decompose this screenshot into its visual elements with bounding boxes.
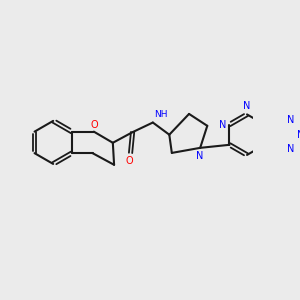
Text: N: N bbox=[286, 144, 294, 154]
Text: O: O bbox=[90, 120, 98, 130]
Text: N: N bbox=[243, 101, 251, 111]
Text: N: N bbox=[297, 130, 300, 140]
Text: N: N bbox=[196, 152, 204, 161]
Text: N: N bbox=[219, 120, 226, 130]
Text: N: N bbox=[286, 115, 294, 125]
Text: O: O bbox=[125, 156, 133, 166]
Text: NH: NH bbox=[154, 110, 168, 119]
